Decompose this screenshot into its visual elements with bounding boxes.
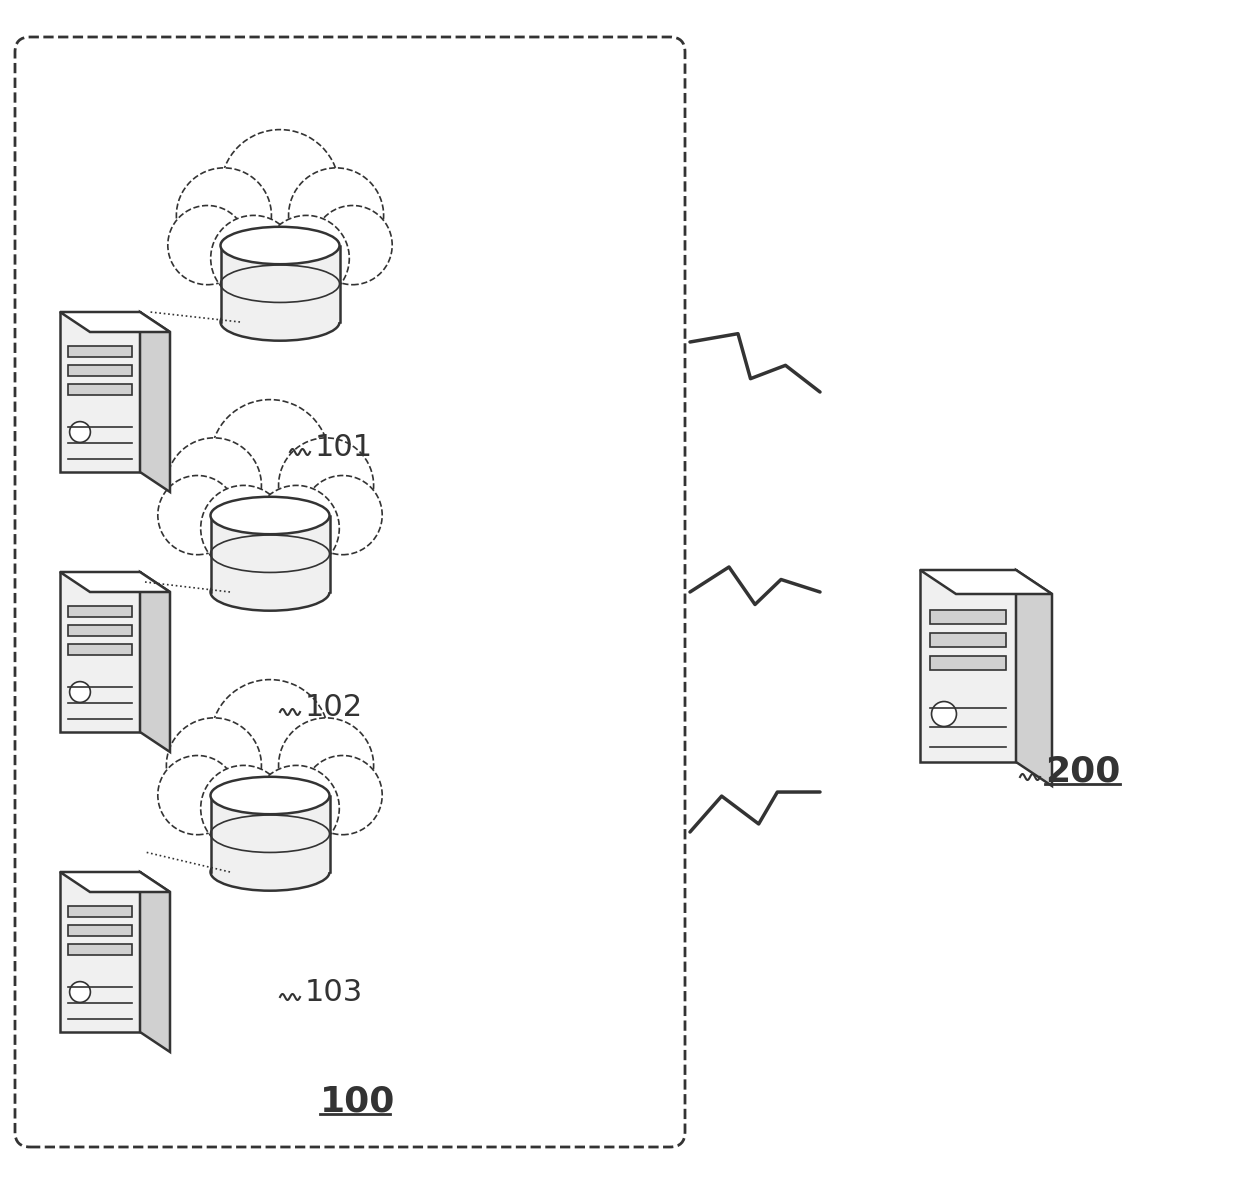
Text: 103: 103 xyxy=(305,977,363,1007)
Polygon shape xyxy=(920,570,1016,762)
Circle shape xyxy=(176,168,272,263)
Polygon shape xyxy=(140,873,170,1053)
Circle shape xyxy=(303,476,382,554)
Polygon shape xyxy=(211,515,330,592)
Text: 200: 200 xyxy=(1045,755,1121,788)
Circle shape xyxy=(166,718,262,813)
Ellipse shape xyxy=(211,497,330,534)
Ellipse shape xyxy=(211,573,330,610)
Ellipse shape xyxy=(221,303,340,341)
Circle shape xyxy=(303,756,382,834)
Circle shape xyxy=(279,437,373,533)
Polygon shape xyxy=(140,312,170,492)
Polygon shape xyxy=(60,572,140,732)
Ellipse shape xyxy=(221,226,340,265)
Polygon shape xyxy=(68,365,131,375)
Circle shape xyxy=(166,437,262,533)
Polygon shape xyxy=(60,873,140,1032)
Text: 100: 100 xyxy=(320,1085,396,1119)
Polygon shape xyxy=(60,873,170,892)
Polygon shape xyxy=(60,312,140,472)
Text: 101: 101 xyxy=(315,433,373,462)
Circle shape xyxy=(211,216,296,302)
Circle shape xyxy=(157,756,237,834)
Polygon shape xyxy=(68,925,131,936)
Polygon shape xyxy=(211,795,330,873)
Ellipse shape xyxy=(211,853,330,890)
Circle shape xyxy=(221,130,340,248)
Circle shape xyxy=(167,205,247,285)
Polygon shape xyxy=(60,312,170,333)
Circle shape xyxy=(931,702,956,726)
Polygon shape xyxy=(68,346,131,356)
Circle shape xyxy=(263,216,350,302)
Polygon shape xyxy=(930,657,1007,670)
FancyBboxPatch shape xyxy=(15,37,684,1147)
Text: 102: 102 xyxy=(305,693,363,722)
Polygon shape xyxy=(930,610,1007,623)
Polygon shape xyxy=(68,606,131,616)
Polygon shape xyxy=(68,906,131,917)
Circle shape xyxy=(289,168,383,263)
Polygon shape xyxy=(140,572,170,752)
Polygon shape xyxy=(930,633,1007,647)
Ellipse shape xyxy=(211,777,330,814)
Circle shape xyxy=(211,679,330,799)
Circle shape xyxy=(211,399,330,519)
Polygon shape xyxy=(68,944,131,955)
Circle shape xyxy=(279,718,373,813)
Circle shape xyxy=(157,476,237,554)
Circle shape xyxy=(69,682,91,702)
Circle shape xyxy=(69,981,91,1002)
Circle shape xyxy=(69,422,91,442)
Polygon shape xyxy=(60,572,170,592)
Polygon shape xyxy=(920,570,1052,594)
Polygon shape xyxy=(68,625,131,637)
Polygon shape xyxy=(68,384,131,396)
Circle shape xyxy=(253,485,340,571)
Circle shape xyxy=(201,765,286,851)
Polygon shape xyxy=(221,246,340,322)
Circle shape xyxy=(312,205,392,285)
Polygon shape xyxy=(1016,570,1052,786)
Circle shape xyxy=(253,765,340,851)
Polygon shape xyxy=(68,644,131,656)
Circle shape xyxy=(201,485,286,571)
